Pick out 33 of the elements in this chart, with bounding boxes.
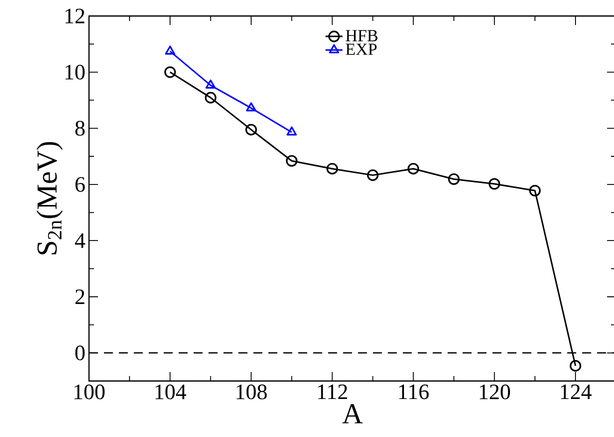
point (408, 162, 420, 175)
point (570, 360, 582, 372)
point (326, 162, 338, 175)
x-axis-title: A (342, 404, 363, 424)
y-tick-label: 2 (76, 289, 84, 304)
point (488, 178, 500, 190)
y-tick-label: 0 (75, 346, 85, 360)
y-axis-title: S$_{2n}$(MeV) (36, 142, 63, 254)
x-tick-label: 100 (74, 384, 105, 400)
point (448, 173, 460, 185)
y-tick-label: 8 (75, 120, 85, 136)
point (164, 46, 176, 55)
x-tick-label: 116 (399, 384, 429, 400)
x-tick-label: 120 (480, 384, 510, 400)
y-tick-label: 4 (74, 233, 86, 248)
point (246, 102, 256, 112)
point (164, 66, 176, 78)
point (529, 184, 541, 196)
x-tick-label: 124 (560, 384, 592, 400)
y-tick-label: 6 (75, 177, 85, 192)
y-tick-label: 12 (65, 8, 84, 24)
point (206, 80, 216, 89)
point (286, 126, 297, 136)
y-tick-label: 10 (65, 64, 85, 80)
point (204, 92, 216, 104)
x-tick-label: 108 (236, 384, 267, 400)
point (245, 124, 257, 136)
legend-label: EXP (346, 44, 377, 55)
x-tick-label: 104 (156, 384, 186, 400)
point (366, 169, 379, 181)
point (286, 155, 298, 167)
legend-label: HFB (346, 30, 378, 42)
x-tick-label: 112 (318, 384, 348, 400)
